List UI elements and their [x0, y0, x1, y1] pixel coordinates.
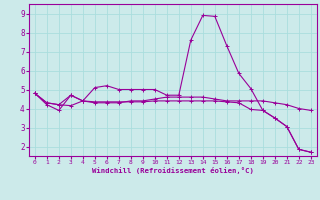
- X-axis label: Windchill (Refroidissement éolien,°C): Windchill (Refroidissement éolien,°C): [92, 167, 254, 174]
